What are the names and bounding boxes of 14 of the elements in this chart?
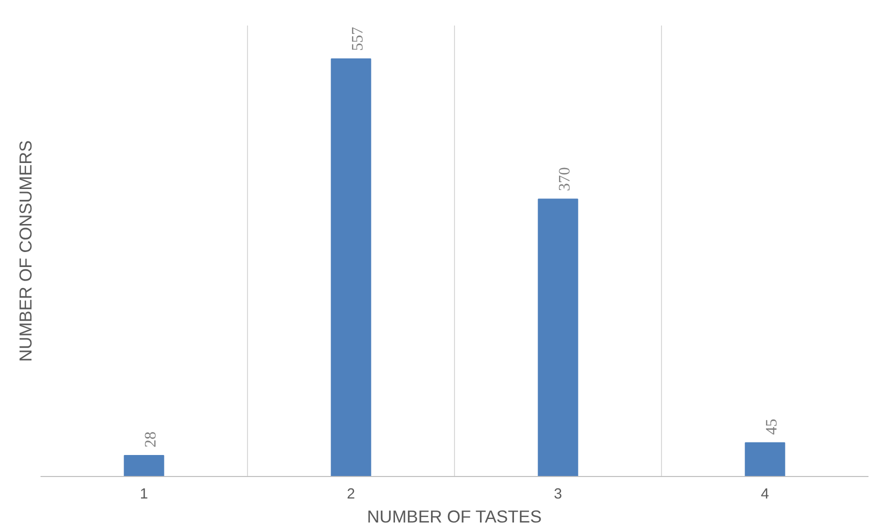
data-label: 45 bbox=[764, 418, 780, 435]
data-label: 370 bbox=[556, 167, 574, 192]
x-tick-label: 1 bbox=[140, 486, 148, 502]
x-tick-label: 4 bbox=[760, 486, 770, 502]
bar bbox=[124, 455, 164, 476]
bar bbox=[744, 442, 786, 476]
data-label: 557 bbox=[350, 26, 366, 51]
bar bbox=[330, 58, 372, 476]
x-tick-label: 3 bbox=[554, 486, 562, 502]
data-label: 28 bbox=[142, 432, 160, 448]
x-tick-label: 2 bbox=[346, 486, 356, 502]
y-axis-title: NUMBER OF CONSUMERS bbox=[16, 140, 36, 362]
x-axis-title: NUMBER OF TASTES bbox=[367, 506, 542, 526]
bar bbox=[538, 198, 578, 476]
